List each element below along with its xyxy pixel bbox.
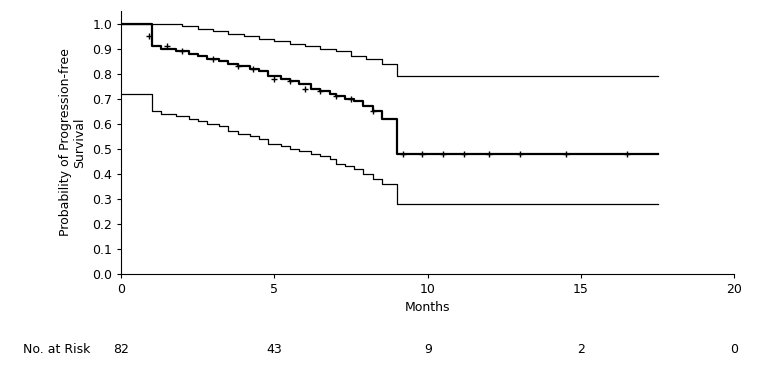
Text: 9: 9 — [424, 343, 431, 356]
Text: 2: 2 — [577, 343, 585, 356]
Text: No. at Risk: No. at Risk — [23, 343, 90, 356]
Y-axis label: Probability of Progression-free
Survival: Probability of Progression-free Survival — [58, 49, 86, 236]
Text: 82: 82 — [114, 343, 129, 356]
X-axis label: Months: Months — [405, 301, 450, 314]
Text: 0: 0 — [731, 343, 738, 356]
Text: 43: 43 — [266, 343, 282, 356]
